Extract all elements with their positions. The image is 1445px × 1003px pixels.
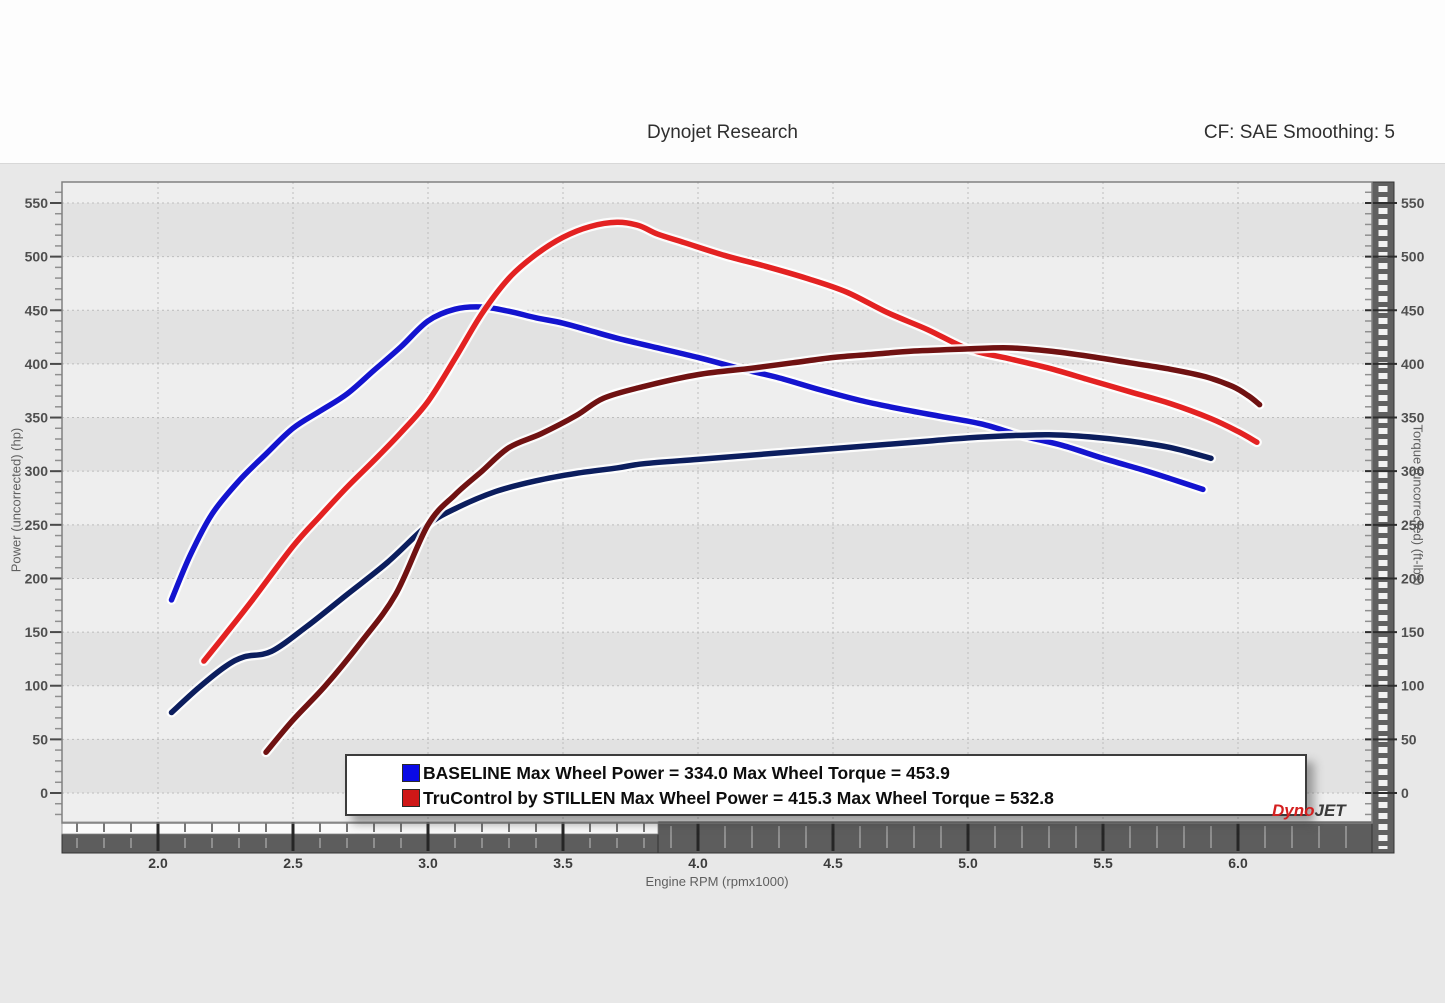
trucontrol-swatch [402, 788, 420, 807]
curve-baseline-wheel-power [168, 431, 1214, 716]
svg-text:100: 100 [25, 678, 49, 694]
legend-trucontrol-label: TruControl by STILLEN Max Wheel Power = … [423, 787, 1054, 808]
svg-text:50: 50 [1401, 731, 1417, 747]
svg-text:0: 0 [1401, 785, 1409, 801]
dynojet-logo-dyno: Dyno [1272, 801, 1315, 820]
svg-text:550: 550 [1401, 195, 1425, 211]
svg-text:2.0: 2.0 [148, 855, 168, 871]
legend-box: BASELINE Max Wheel Power = 334.0 Max Whe… [345, 754, 1307, 816]
right-ruler-strip [1371, 181, 1395, 854]
dynojet-logo: DynoJET [1272, 801, 1346, 821]
svg-text:4.0: 4.0 [688, 855, 708, 871]
svg-text:400: 400 [1401, 356, 1425, 372]
svg-text:300: 300 [1401, 463, 1425, 479]
svg-text:150: 150 [25, 624, 49, 640]
x-axis-title: Engine RPM (rpmx1000) [645, 874, 789, 889]
svg-text:0: 0 [40, 785, 48, 801]
curve-trucontrol-by-stillen-wheel-torque [201, 219, 1260, 664]
svg-text:500: 500 [25, 249, 49, 265]
legend-row-baseline: BASELINE Max Wheel Power = 334.0 Max Whe… [402, 761, 1305, 785]
svg-text:450: 450 [25, 302, 49, 318]
curve-trucontrol-by-stillen-wheel-power [263, 344, 1263, 755]
svg-text:350: 350 [1401, 410, 1425, 426]
svg-text:2.5: 2.5 [283, 855, 303, 871]
svg-text:400: 400 [25, 356, 49, 372]
curves [166, 217, 1265, 758]
baseline-swatch [402, 763, 420, 782]
dynojet-logo-jet: JET [1314, 801, 1346, 820]
legend-baseline-label: BASELINE Max Wheel Power = 334.0 Max Whe… [423, 762, 950, 783]
svg-text:6.0: 6.0 [1228, 855, 1248, 871]
legend-row-trucontrol: TruControl by STILLEN Max Wheel Power = … [402, 786, 1305, 810]
chart-header: Dynojet Research CF: SAE Smoothing: 5 [0, 0, 1445, 164]
left-axis-title: Power (uncorrected) (hp) [8, 427, 24, 573]
tick-labels: 0 0 50 50 100 100 150 150 200 200 250 250 300 300 350 3… [25, 195, 1425, 871]
svg-text:250: 250 [1401, 517, 1425, 533]
svg-text:4.5: 4.5 [823, 855, 843, 871]
svg-text:350: 350 [25, 410, 49, 426]
svg-text:3.0: 3.0 [418, 855, 438, 871]
svg-text:5.0: 5.0 [958, 855, 978, 871]
svg-text:300: 300 [25, 463, 49, 479]
plot-border [61, 181, 1373, 824]
svg-text:5.5: 5.5 [1093, 855, 1113, 871]
svg-text:550: 550 [25, 195, 49, 211]
svg-text:200: 200 [25, 570, 49, 586]
svg-text:50: 50 [32, 731, 48, 747]
svg-text:500: 500 [1401, 249, 1425, 265]
svg-text:3.5: 3.5 [553, 855, 573, 871]
svg-text:250: 250 [25, 517, 49, 533]
right-axis-title: Torque (uncorrected) (ft-lbs) [1410, 424, 1426, 586]
y-axis-ticks [50, 191, 1397, 816]
svg-text:200: 200 [1401, 570, 1425, 586]
correction-smoothing-info: CF: SAE Smoothing: 5 [1203, 122, 1395, 143]
svg-text:450: 450 [1401, 302, 1425, 318]
svg-text:150: 150 [1401, 624, 1425, 640]
x-axis-ruler-bar [61, 821, 1395, 854]
svg-text:100: 100 [1401, 678, 1425, 694]
page-title: Dynojet Research [646, 122, 799, 143]
